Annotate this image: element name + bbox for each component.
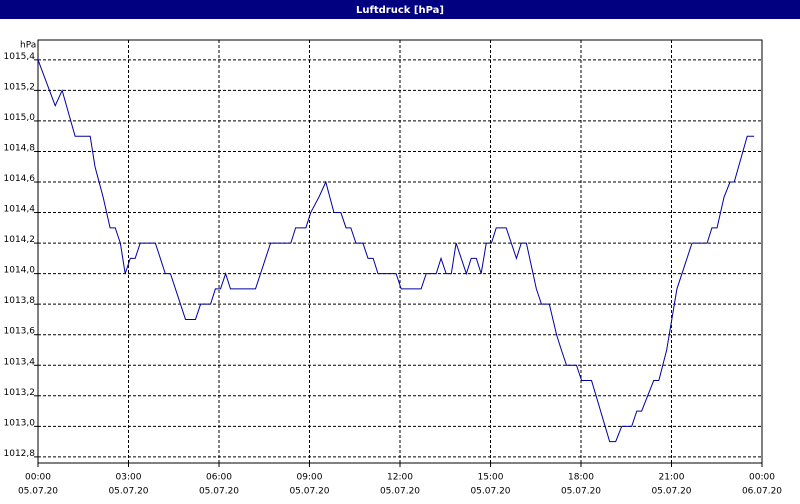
- x-tick-date: 05.07.20: [561, 487, 601, 497]
- x-tick-label: 03:00: [116, 473, 142, 483]
- x-tick-label: 00:00: [25, 473, 51, 483]
- y-tick-label: 1013,6: [4, 327, 36, 337]
- title-bar: [0, 0, 800, 19]
- y-tick-label: 1014,4: [4, 205, 36, 215]
- x-tick-date: 05.07.20: [108, 487, 148, 497]
- x-tick-date: 05.07.20: [199, 487, 239, 497]
- y-tick-label: 1013,0: [4, 418, 36, 428]
- y-tick-label: 1015,0: [4, 113, 36, 123]
- x-tick-date: 05.07.20: [651, 487, 691, 497]
- x-tick-date: 05.07.20: [18, 487, 58, 497]
- x-tick-date: 05.07.20: [470, 487, 510, 497]
- x-tick-date: 06.07.20: [742, 487, 782, 497]
- y-tick-label: 1014,2: [4, 235, 36, 245]
- y-tick-label: 1014,8: [4, 143, 36, 153]
- x-tick-label: 12:00: [387, 473, 413, 483]
- x-tick-label: 18:00: [568, 473, 594, 483]
- y-tick-label: 1015,2: [4, 82, 36, 92]
- x-tick-label: 09:00: [297, 473, 323, 483]
- x-tick-label: 00:00: [749, 473, 775, 483]
- chart-title: Luftdruck [hPa]: [356, 5, 444, 16]
- x-tick-label: 06:00: [206, 473, 232, 483]
- data-line: [37, 59, 755, 443]
- x-tick-label: 21:00: [659, 473, 685, 483]
- y-tick-label: 1014,6: [4, 174, 36, 184]
- x-tick-date: 05.07.20: [289, 487, 329, 497]
- y-tick-label: 1013,2: [4, 388, 36, 398]
- x-tick-date: 05.07.20: [380, 487, 420, 497]
- y-tick-label: 1014,0: [4, 266, 36, 276]
- y-axis-label: hPa: [20, 41, 36, 51]
- y-tick-label: 1013,8: [4, 296, 36, 306]
- y-tick-label: 1013,4: [4, 357, 36, 367]
- y-tick-label: 1012,8: [4, 449, 36, 459]
- x-tick-label: 15:00: [478, 473, 504, 483]
- y-tick-label: 1015,4: [4, 52, 36, 62]
